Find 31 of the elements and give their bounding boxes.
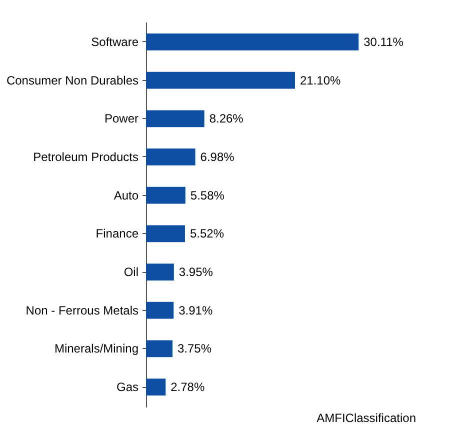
data-label: 3.75% [177,342,212,356]
data-label: 6.98% [200,150,235,164]
data-label: 3.91% [178,303,213,318]
text: AMFIClassification [316,411,416,425]
y-tick-label: Consumer Non Durables [6,73,138,88]
data-label: 5.52% [190,226,224,241]
bar [146,378,166,396]
y-tick-label: Minerals/Mining [54,342,138,356]
y-tick-label: Auto [114,188,139,202]
bar [146,110,204,128]
bar [146,72,295,89]
data-label: 21.10% [300,73,342,88]
y-tick-label: Software [91,34,139,49]
y-tick-label: Power [104,112,138,126]
bar [146,148,196,166]
y-tick-label: Gas [116,380,138,394]
y-tick-label: Oil [124,265,138,280]
y-tick-label: Non - Ferrous Metals [26,303,138,318]
data-label: 2.78% [170,380,205,394]
bar [146,340,172,358]
data-label: 30.11% [364,34,404,49]
y-tick-label: Petroleum Products [33,150,138,164]
bar [146,225,185,242]
data-label: 3.95% [178,265,214,280]
bar [146,186,186,204]
bar [146,264,174,280]
data-label: 8.26% [209,112,244,126]
bar [146,34,359,50]
y-tick-label: Finance [96,226,139,241]
data-label: 5.58% [190,188,225,202]
bar [146,302,174,319]
